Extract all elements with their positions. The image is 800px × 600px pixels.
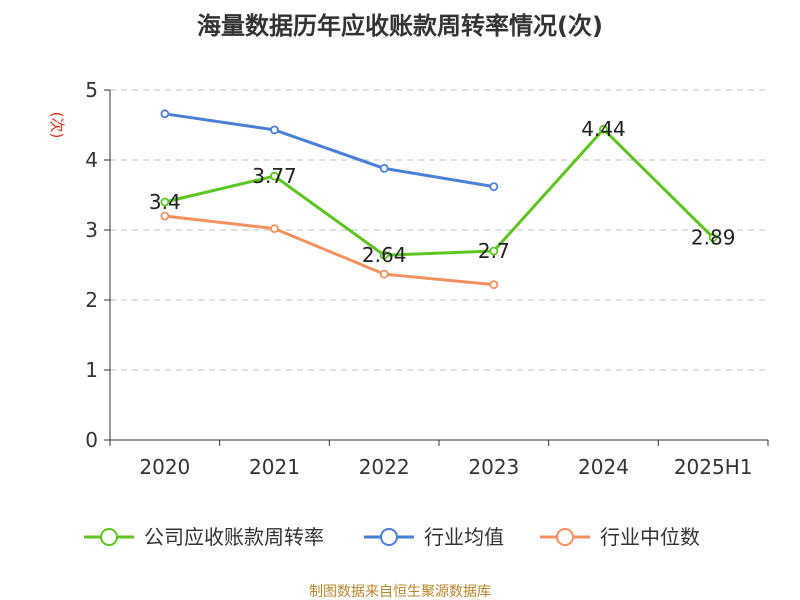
data-point[interactable] — [270, 125, 279, 135]
data-point[interactable] — [160, 197, 170, 207]
x-tick-label: 2023 — [468, 455, 519, 479]
data-labels: 3.4 3.77 2.64 2.7 4.44 2.89 — [149, 117, 736, 267]
data-point[interactable] — [270, 224, 279, 234]
x-tick-label: 2024 — [578, 455, 629, 479]
series-line — [164, 214, 494, 287]
grid-lines — [110, 89, 768, 371]
x-tick-label: 2020 — [139, 455, 190, 479]
y-tick-label: 1 — [85, 358, 98, 382]
x-tick-label: 2022 — [359, 455, 410, 479]
data-point[interactable] — [599, 124, 608, 134]
source-note: 制图数据来自恒生聚源数据库 — [309, 584, 491, 600]
x-tick-label: 2021 — [249, 455, 300, 479]
legend-label: 行业中位数 — [600, 525, 700, 549]
x-tick-label: 2025H1 — [674, 455, 753, 479]
data-label: 3.4 — [149, 190, 181, 214]
data-label: 2.7 — [478, 239, 510, 263]
y-axis-unit: (次) — [48, 112, 66, 139]
data-point[interactable] — [379, 269, 389, 279]
data-point[interactable] — [489, 280, 499, 290]
data-point[interactable] — [489, 182, 499, 192]
data-point[interactable] — [708, 233, 718, 243]
data-point[interactable] — [270, 171, 279, 181]
series-lines — [160, 109, 718, 290]
legend-marker — [556, 528, 574, 546]
legend-label: 行业均值 — [424, 525, 504, 549]
data-label: 2.64 — [362, 243, 407, 267]
legend-marker — [380, 528, 398, 546]
legend-item[interactable]: 行业中位数 — [540, 525, 700, 549]
axes: 0 1 2 3 4 5 2020 2021 2022 2023 2024 2025H1 — [85, 78, 769, 479]
legend-label: 公司应收账款周转率 — [144, 525, 324, 549]
data-label: 3.77 — [252, 164, 297, 188]
data-label: 4.44 — [581, 117, 626, 141]
legend[interactable]: 公司应收账款周转率 行业均值 行业中位数 — [84, 525, 700, 549]
legend-item[interactable]: 公司应收账款周转率 — [84, 525, 324, 549]
y-tick-label: 0 — [85, 428, 98, 452]
data-point[interactable] — [160, 211, 170, 221]
data-point[interactable] — [160, 109, 170, 119]
data-point[interactable] — [379, 163, 389, 173]
data-point[interactable] — [379, 250, 389, 260]
chart-title: 海量数据历年应收账款周转率情况(次) — [197, 12, 603, 40]
data-point[interactable] — [489, 246, 499, 256]
series-line — [164, 127, 715, 257]
data-label: 2.89 — [691, 226, 736, 250]
legend-marker — [100, 528, 118, 546]
y-tick-label: 4 — [85, 148, 98, 172]
y-tick-label: 3 — [85, 218, 98, 242]
legend-item[interactable]: 行业均值 — [364, 525, 504, 549]
series-line — [164, 112, 495, 189]
y-tick-label: 5 — [85, 78, 98, 102]
y-tick-label: 2 — [85, 288, 98, 312]
